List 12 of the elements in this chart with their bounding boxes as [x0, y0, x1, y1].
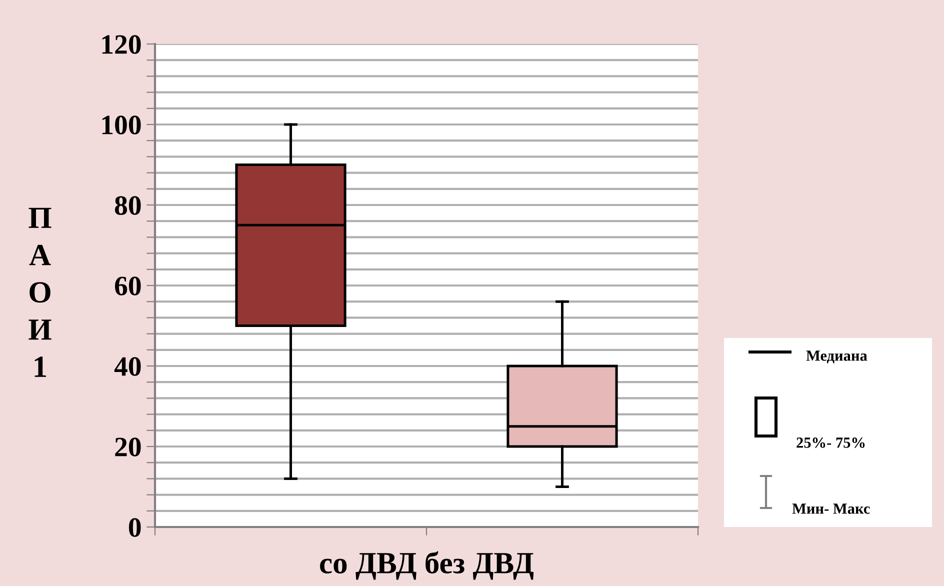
y-tick-label: 100 [102, 116, 141, 134]
y-tick-label: 120 [102, 35, 141, 54]
x-axis-title: со ДВД без ДВД [320, 551, 534, 580]
y-tick-label: 0 [128, 518, 141, 537]
y-axis-title: ПАОИ 1 [28, 208, 52, 377]
text: Медиана [806, 350, 868, 364]
y-tick-label: 60 [114, 276, 141, 296]
y-tick-label: 20 [115, 438, 141, 456]
text: 25%- 75% [796, 438, 865, 448]
y-tick-label: 80 [114, 196, 141, 215]
y-tick-label: 40 [114, 357, 141, 376]
text: Мин- Макс [792, 504, 870, 514]
